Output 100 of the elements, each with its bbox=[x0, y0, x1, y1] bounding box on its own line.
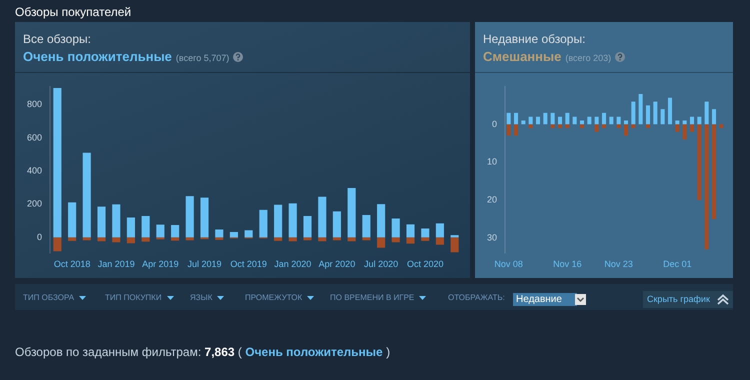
bar bbox=[97, 237, 106, 242]
bar bbox=[609, 116, 614, 124]
text: Недавние bbox=[513, 293, 577, 306]
chart-subtitle: Очень положительные bbox=[23, 49, 172, 64]
bar bbox=[602, 112, 606, 124]
bar bbox=[421, 237, 430, 241]
bar bbox=[631, 102, 636, 124]
text: ) bbox=[386, 345, 390, 359]
bar bbox=[668, 98, 672, 124]
x-tick-label: Jan 2019 bbox=[98, 259, 135, 270]
text: ОТОБРАЖАТЬ: bbox=[448, 293, 505, 302]
bar bbox=[406, 224, 415, 238]
bar bbox=[215, 229, 224, 238]
bar bbox=[697, 124, 702, 200]
bar bbox=[638, 94, 643, 124]
bar bbox=[318, 196, 326, 238]
bar bbox=[616, 116, 621, 124]
bar bbox=[528, 116, 533, 124]
y-tick-label: 20 bbox=[486, 194, 498, 205]
bar bbox=[186, 237, 194, 240]
bar bbox=[392, 218, 400, 238]
bar bbox=[550, 112, 555, 124]
text: Скрыть график bbox=[647, 294, 710, 304]
bar bbox=[528, 124, 533, 128]
bar bbox=[450, 237, 459, 252]
bar bbox=[646, 105, 650, 124]
x-tick-label: Nov 23 bbox=[604, 259, 633, 270]
bar bbox=[690, 124, 694, 132]
x-tick-label: Apr 2019 bbox=[142, 259, 179, 270]
bar bbox=[318, 237, 326, 242]
bar bbox=[624, 124, 628, 136]
bar bbox=[682, 120, 687, 124]
bar bbox=[602, 124, 606, 128]
bar bbox=[362, 215, 370, 238]
bar bbox=[514, 112, 518, 124]
bar bbox=[186, 196, 194, 238]
text: ПРОМЕЖУТОК bbox=[245, 293, 304, 302]
bar bbox=[259, 210, 268, 238]
x-tick-label: Jul 2019 bbox=[187, 259, 222, 270]
text: (всего 203) bbox=[565, 53, 612, 63]
bar bbox=[377, 237, 386, 248]
bar bbox=[436, 223, 444, 238]
bar bbox=[594, 116, 599, 124]
chart-title: Недавние обзоры: bbox=[483, 32, 586, 46]
bar bbox=[712, 109, 716, 124]
bar bbox=[616, 124, 621, 128]
bar bbox=[171, 224, 180, 238]
bar bbox=[521, 120, 526, 124]
text: (всего 5,707) bbox=[176, 53, 230, 63]
bar bbox=[506, 124, 511, 136]
bar bbox=[660, 109, 665, 124]
bar bbox=[332, 237, 341, 240]
bar bbox=[594, 124, 599, 132]
bar bbox=[580, 120, 584, 124]
text: ТИП ПОКУПКИ bbox=[105, 293, 163, 302]
bar bbox=[558, 116, 562, 124]
bar bbox=[288, 237, 297, 242]
y-tick-label: 800 bbox=[26, 99, 42, 110]
x-tick-label: Oct 2018 bbox=[54, 259, 90, 270]
y-tick-label: 0 bbox=[37, 232, 42, 242]
y-tick-label: 400 bbox=[26, 166, 42, 176]
bar bbox=[631, 124, 636, 128]
bar bbox=[436, 237, 444, 245]
bar bbox=[572, 116, 577, 124]
bar bbox=[550, 124, 555, 128]
bar bbox=[274, 204, 282, 238]
bar bbox=[704, 124, 709, 250]
bar bbox=[506, 112, 511, 124]
bar bbox=[82, 237, 91, 240]
bar bbox=[421, 228, 430, 238]
bar bbox=[126, 218, 135, 238]
text: ЯЗЫК bbox=[190, 293, 214, 302]
y-tick-label: 0 bbox=[492, 118, 498, 129]
x-tick-label: Jul 2020 bbox=[364, 259, 398, 270]
bar bbox=[244, 230, 253, 238]
bar bbox=[653, 102, 658, 124]
bar bbox=[682, 124, 687, 140]
x-tick-label: Jan 2020 bbox=[274, 259, 312, 270]
text: Обзоры покупателей bbox=[15, 5, 132, 19]
bar bbox=[580, 124, 584, 128]
bar bbox=[68, 237, 76, 241]
bar bbox=[536, 116, 540, 124]
bar bbox=[697, 116, 702, 124]
bar bbox=[230, 232, 238, 238]
bar bbox=[200, 198, 209, 238]
bar bbox=[348, 188, 356, 238]
chart-subtitle: Смешанные bbox=[483, 49, 562, 64]
bar bbox=[624, 120, 628, 124]
text: Очень положительные bbox=[245, 345, 383, 359]
bar bbox=[274, 237, 282, 241]
bar bbox=[288, 203, 297, 238]
bar bbox=[126, 237, 135, 244]
bar bbox=[142, 216, 150, 238]
text: ( bbox=[238, 345, 242, 359]
bar bbox=[514, 124, 518, 136]
bar bbox=[53, 237, 62, 252]
bar bbox=[112, 237, 120, 242]
x-tick-label: Apr 2020 bbox=[318, 259, 356, 270]
y-tick-label: 30 bbox=[486, 232, 498, 243]
bar bbox=[406, 237, 415, 244]
